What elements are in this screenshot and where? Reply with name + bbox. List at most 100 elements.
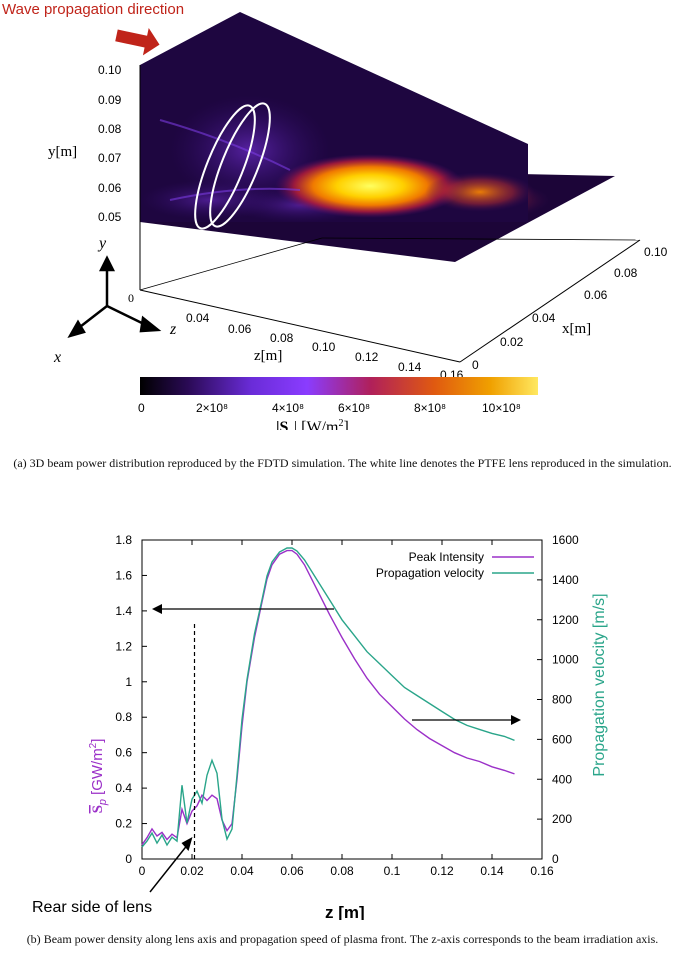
z-tick: 0.08 (270, 331, 294, 345)
y-left-tick-label: 0 (125, 852, 132, 866)
z-tick: 0.06 (228, 322, 252, 336)
colorbar-label-close: ] (343, 419, 348, 430)
caption-a: (a) 3D beam power distribution reproduce… (8, 456, 677, 471)
x-tick-label: 0.08 (330, 864, 354, 878)
y-tick: 0.05 (98, 210, 122, 224)
y-left-title-close: ] (89, 739, 106, 743)
y-right-tick-label: 1000 (552, 653, 579, 667)
rear-lens-pointer-head (181, 837, 193, 851)
x-tick-label: 0.12 (430, 864, 454, 878)
caption-b-label: (b) (26, 932, 41, 946)
colorbar-tick: 0 (138, 401, 145, 415)
y-tick: 0.06 (98, 181, 122, 195)
triad-y-letter: y (97, 235, 107, 252)
figure-b-line-chart: 0 0.02 0.04 0.06 0.08 0.1 0.12 0.14 0.1600.20.40… (32, 533, 608, 920)
y-left-tick-label: 1.2 (115, 639, 132, 653)
caption-a-label: (a) (13, 456, 27, 470)
colorbar-tick: 6×10⁸ (338, 401, 370, 415)
colorbar-tick: 4×10⁸ (272, 401, 304, 415)
y-tick: 0.07 (98, 151, 122, 165)
x-axis-label: x[m] (562, 321, 591, 337)
z-tick: 0.14 (398, 360, 422, 374)
z-axis-label: z[m] (254, 348, 282, 364)
y-tick-labels: 0.10 0.09 0.08 0.07 0.06 0.05 (98, 63, 122, 224)
x-axis-line (459, 239, 641, 363)
y-right-tick-label: 1600 (552, 533, 579, 547)
x-tick-label: 0.02 (180, 864, 204, 878)
z-tick: 0.10 (312, 340, 336, 354)
y-left-tick-label: 1.8 (115, 533, 132, 547)
origin-tick: 0 (128, 291, 134, 305)
y-left-tick-label: 1.4 (115, 604, 132, 618)
plot-frame (141, 539, 543, 860)
colorbar-label-main: |S (276, 419, 289, 430)
figure-a-3d-plot: Wave propagation direction 0.10 0.09 0.0… (2, 1, 668, 430)
x-tick: 0.08 (614, 266, 638, 280)
x-tick: 0 (472, 358, 479, 372)
y-right-tick-label: 800 (552, 693, 572, 707)
wave-direction-arrow (115, 27, 160, 56)
colorbar-tick: 2×10⁸ (196, 401, 228, 415)
caption-b-text: Beam power density along lens axis and p… (43, 932, 659, 946)
y-right-tick-label: 200 (552, 812, 572, 826)
y-right-tick-label: 1200 (552, 613, 579, 627)
y-left-axis-title: Sp [GW/m2] (88, 739, 109, 814)
y-right-tick-label: 600 (552, 732, 572, 746)
x-tick-label: 0.1 (384, 864, 401, 878)
x-tick-label: 0 (139, 864, 146, 878)
y-tick: 0.09 (98, 93, 122, 107)
y-right-tick-label: 400 (552, 772, 572, 786)
y-left-tick-label: 0.6 (115, 746, 132, 760)
colorbar-label: |Sp| [W/m2] (276, 418, 349, 430)
orientation-triad (67, 255, 162, 339)
colorbar-label-sup: 2 (338, 418, 343, 429)
x-tick-label: 0.06 (280, 864, 304, 878)
y-right-tick-label: 0 (552, 852, 559, 866)
ptfe-lens-outline (194, 102, 271, 230)
y-axis-label: y[m] (48, 144, 77, 160)
y-left-title-unit: [GW/m (89, 748, 106, 795)
colorbar-label-unit: | [W/m (294, 419, 339, 430)
floor-right-edge (321, 237, 641, 241)
floor-back-edge (139, 237, 323, 291)
y-left-title-main: S (90, 805, 106, 813)
y-left-tick-label: 1 (125, 675, 132, 689)
x-tick-labels: 0.10 0.08 0.06 0.04 0.02 0 (472, 245, 668, 372)
z-tick: 0.12 (355, 350, 379, 364)
legend-label: Peak Intensity (409, 550, 484, 564)
y-left-tick-label: 0.2 (115, 817, 132, 831)
peak-intensity-line (141, 549, 515, 846)
y-left-title-sub: p (97, 799, 109, 806)
caption-a-text: 3D beam power distribution reproduced by… (29, 456, 672, 470)
y-left-tick-label: 0.4 (115, 781, 132, 795)
propagation-velocity-line (141, 547, 515, 848)
z-tick: 0.04 (186, 311, 210, 325)
colorbar-tick: 8×10⁸ (414, 401, 446, 415)
x-tick-label: 0.04 (230, 864, 254, 878)
x-tick-label: 0.14 (480, 864, 504, 878)
colorbar-label-sub: p (287, 427, 294, 430)
rear-lens-annotation: Rear side of lens (32, 899, 152, 916)
colorbar (140, 377, 538, 395)
colorbar-tick: 10×10⁸ (482, 401, 521, 415)
x-axis-title: z [m] (325, 903, 365, 920)
y-right-axis-title: Propagation velocity [m/s] (591, 593, 608, 776)
y-tick: 0.10 (98, 63, 122, 77)
colorbar-tick-labels: 0 2×10⁸ 4×10⁸ 6×10⁸ 8×10⁸ 10×10⁸ (138, 401, 521, 415)
x-tick: 0.04 (532, 311, 556, 325)
arrow-to-right-axis-head (511, 715, 521, 725)
x-tick: 0.10 (644, 245, 668, 259)
x-tick: 0.02 (500, 335, 524, 349)
triad-x-letter: x (53, 349, 61, 366)
x-tick: 0.06 (584, 288, 608, 302)
triad-z-letter: z (169, 321, 177, 338)
z-tick-labels: 0.04 0.06 0.08 0.10 0.12 0.14 0.16 (186, 311, 464, 382)
y-left-tick-label: 0.8 (115, 710, 132, 724)
caption-b: (b) Beam power density along lens axis a… (8, 932, 677, 947)
wave-direction-banner: Wave propagation direction (2, 1, 184, 18)
y-left-title-sup: 2 (88, 742, 99, 748)
y-left-tick-label: 1.6 (115, 568, 132, 582)
y-tick: 0.08 (98, 122, 122, 136)
z-axis-line (139, 289, 461, 363)
legend-label: Propagation velocity (376, 566, 484, 580)
